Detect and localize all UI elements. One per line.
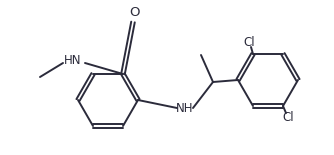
Text: O: O (130, 7, 140, 20)
Text: Cl: Cl (282, 111, 294, 124)
Text: HN: HN (64, 53, 82, 66)
Text: Cl: Cl (243, 35, 255, 49)
Text: NH: NH (176, 102, 194, 115)
